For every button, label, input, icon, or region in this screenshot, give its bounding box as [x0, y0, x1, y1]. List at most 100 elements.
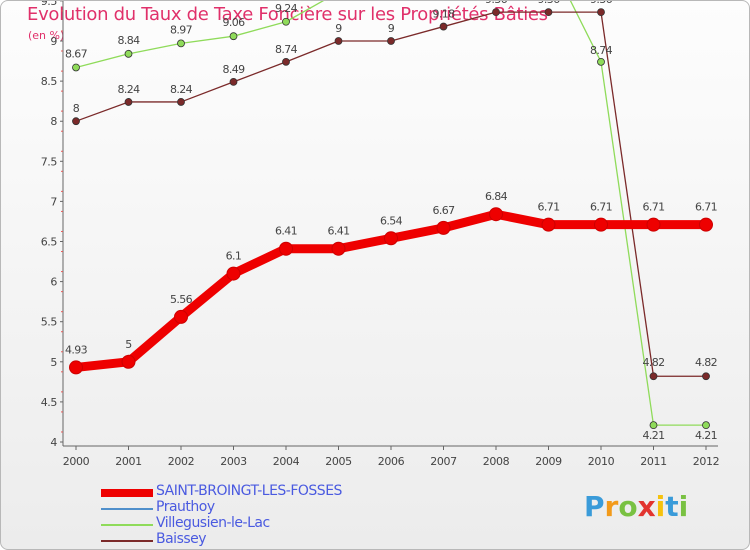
legend-swatch	[101, 524, 153, 526]
data-label: 8.74	[590, 44, 613, 57]
data-label: 4.82	[642, 356, 664, 369]
data-point	[121, 354, 136, 369]
data-point	[541, 217, 556, 232]
data-point	[649, 372, 658, 381]
x-tick-label: 2005	[325, 455, 352, 468]
data-point	[282, 57, 290, 66]
data-label: 6.1	[226, 250, 242, 263]
data-point	[702, 421, 710, 430]
legend-item: Villegusien-le-Lac	[101, 515, 401, 532]
legend-label: Baissey	[156, 531, 207, 547]
data-point	[229, 32, 238, 41]
data-point	[646, 217, 661, 232]
data-label: 9.36	[485, 1, 508, 6]
data-label: 5	[125, 338, 132, 351]
data-point	[384, 231, 398, 246]
y-tick-label: 6.5	[41, 236, 58, 249]
x-tick-label: 2011	[640, 455, 666, 468]
data-label: 8.74	[275, 43, 298, 56]
legend-swatch	[101, 540, 153, 542]
data-point	[282, 17, 290, 26]
legend-swatch	[101, 489, 153, 497]
data-label: 8.84	[117, 34, 140, 47]
data-point	[492, 8, 500, 17]
data-label: 4.93	[65, 343, 88, 356]
logo-letter: i	[655, 490, 666, 523]
data-label: 6.41	[327, 225, 349, 238]
data-point	[174, 309, 188, 324]
data-point	[649, 421, 658, 430]
x-tick-label: 2007	[430, 455, 457, 468]
data-point	[387, 37, 395, 45]
x-tick-label: 2010	[588, 455, 615, 468]
data-label: 4.82	[695, 356, 717, 369]
data-point	[597, 57, 605, 66]
data-label: 9	[335, 22, 342, 35]
data-point	[69, 360, 83, 375]
data-label: 6.54	[380, 214, 403, 227]
x-tick-label: 2002	[168, 455, 194, 468]
logo-letter: o	[618, 490, 638, 523]
data-label: 6.71	[642, 201, 664, 214]
data-point	[124, 98, 133, 106]
y-tick-label: 6	[50, 276, 57, 289]
x-tick-label: 2001	[115, 455, 141, 468]
legend-label: Prauthoy	[156, 499, 215, 515]
x-tick-label: 2008	[483, 455, 510, 468]
logo-letter: r	[604, 490, 619, 523]
y-tick-label: 5.5	[41, 316, 58, 329]
data-label: 9.24	[275, 2, 298, 15]
data-point	[331, 241, 346, 256]
y-tick-label: 8	[50, 115, 57, 128]
legend-item: SAINT-BROINGT-LES-FOSSES	[101, 483, 401, 500]
data-point	[72, 63, 80, 72]
legend-label: Villegusien-le-Lac	[156, 515, 270, 531]
data-label: 6.71	[590, 201, 612, 214]
data-point	[597, 8, 605, 17]
legend-item: Prauthoy	[101, 499, 401, 516]
chart-unit-label: (en %)	[28, 29, 65, 42]
data-label: 6.71	[537, 201, 559, 214]
logo-letter: i	[678, 490, 689, 523]
x-tick-label: 2003	[220, 455, 247, 468]
data-label: 9	[388, 22, 395, 35]
data-label: 9.18	[432, 8, 455, 21]
x-tick-label: 2004	[273, 455, 300, 468]
x-tick-label: 2006	[378, 455, 405, 468]
data-label: 8.24	[117, 83, 140, 96]
data-label: 8.49	[222, 63, 245, 76]
data-point	[594, 217, 608, 232]
data-point	[177, 39, 185, 48]
data-point	[279, 241, 293, 256]
x-tick-label: 2009	[535, 455, 562, 468]
line-chart: 44.555.566.577.588.599.51010.51111.51212…	[41, 1, 720, 468]
x-tick-label: 2012	[693, 455, 719, 468]
logo-letter: x	[637, 490, 656, 523]
logo-letter: P	[584, 490, 605, 523]
x-tick-label: 2000	[63, 455, 90, 468]
y-tick-label: 7	[50, 195, 57, 208]
data-point	[229, 78, 238, 86]
y-tick-label: 5	[50, 356, 57, 369]
data-point	[177, 98, 185, 106]
data-point	[124, 49, 133, 58]
chart-title: Evolution du Taux de Taxe Foncière sur l…	[27, 4, 548, 25]
data-point	[436, 220, 451, 235]
logo-letter: t	[665, 490, 679, 523]
data-label: 8	[73, 102, 80, 115]
data-label: 8.97	[170, 23, 193, 36]
data-point	[489, 207, 503, 222]
data-label: 6.71	[695, 201, 717, 214]
data-point	[72, 117, 80, 126]
legend-label: SAINT-BROINGT-LES-FOSSES	[156, 483, 342, 499]
proxiti-logo: Proxiti	[584, 490, 688, 523]
data-label: 9.06	[222, 16, 245, 29]
data-point	[702, 372, 710, 381]
data-label: 5.56	[170, 293, 193, 306]
y-tick-label: 8.5	[41, 75, 58, 88]
legend-swatch	[101, 508, 153, 510]
data-label: 9.36	[537, 1, 560, 6]
data-label: 8.67	[65, 47, 88, 60]
y-tick-label: 4	[50, 436, 57, 449]
